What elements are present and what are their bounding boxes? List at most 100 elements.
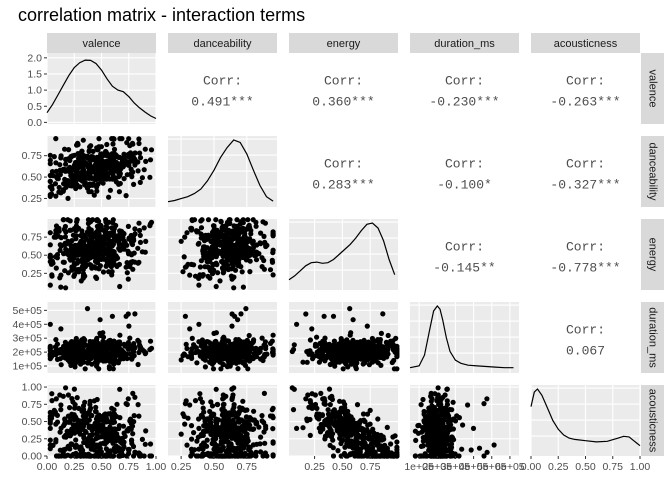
- scatter-point: [104, 439, 110, 445]
- corr-value-3-4: 0.067: [566, 344, 605, 359]
- scatter-point: [270, 229, 276, 235]
- scatter-point: [110, 239, 116, 245]
- scatter-point: [361, 444, 368, 450]
- scatter-point: [320, 396, 326, 402]
- scatter-point: [220, 392, 226, 398]
- x-tick-label: 3e+05: [441, 461, 471, 473]
- scatter-point: [47, 193, 53, 199]
- scatter-point: [258, 434, 264, 440]
- scatter-point: [62, 418, 68, 424]
- scatter-point: [73, 174, 79, 180]
- scatter-point: [194, 360, 200, 366]
- scatter-point: [88, 453, 94, 459]
- scatter-point: [114, 254, 120, 260]
- scatter-point: [65, 217, 71, 223]
- scatter-point: [212, 444, 218, 450]
- scatter-point: [78, 250, 84, 256]
- scatter-point: [369, 434, 375, 440]
- scatter-point: [56, 184, 62, 191]
- scatter-point: [79, 148, 85, 154]
- scatter-point: [113, 179, 119, 185]
- scatter-point: [69, 238, 75, 244]
- scatter-point: [223, 249, 230, 255]
- scatter-point: [73, 424, 79, 430]
- scatter-point: [104, 225, 110, 231]
- scatter-point: [86, 417, 92, 423]
- scatter-point: [412, 428, 418, 434]
- scatter-point: [230, 263, 236, 269]
- scatter-point: [250, 452, 256, 458]
- scatter-point: [189, 449, 195, 455]
- scatter-point: [204, 351, 210, 357]
- density-curve-danceability: [167, 139, 274, 203]
- corr-value-1-3: -0.100*: [437, 178, 492, 193]
- scatter-point: [448, 444, 454, 450]
- scatter-point: [49, 398, 55, 404]
- scatter-point: [65, 343, 71, 349]
- scatter-point: [94, 430, 100, 436]
- panel-2-3: [410, 219, 519, 290]
- scatter-point: [141, 167, 147, 173]
- scatter-point: [229, 396, 235, 403]
- scatter-point: [210, 244, 216, 250]
- scatter-point: [47, 242, 53, 248]
- scatter-point: [147, 338, 154, 344]
- scatter-point: [87, 338, 93, 345]
- scatter-point: [250, 354, 256, 360]
- scatter-point: [243, 243, 249, 249]
- scatter-point: [73, 437, 79, 443]
- scatter-point: [312, 392, 318, 398]
- scatter-point: [423, 453, 429, 459]
- scatter-point: [307, 350, 313, 356]
- scatter-point: [213, 419, 219, 425]
- scatter-point: [57, 247, 63, 253]
- scatter-point: [65, 350, 71, 356]
- scatter-point: [54, 356, 61, 362]
- density-curve-valence: [46, 59, 157, 120]
- scatter-point: [196, 339, 202, 345]
- scatter-point: [202, 428, 208, 434]
- scatter-point: [87, 254, 93, 260]
- scatter-point: [98, 178, 104, 184]
- scatter-point: [80, 275, 86, 281]
- scatter-point: [359, 453, 365, 459]
- scatter-point: [433, 430, 439, 436]
- chart-title: correlation matrix - interaction terms: [18, 5, 306, 25]
- scatter-point: [269, 413, 276, 419]
- scatter-point: [62, 339, 68, 345]
- scatter-point: [80, 153, 87, 159]
- scatter-point: [47, 416, 53, 422]
- scatter-point: [137, 239, 144, 245]
- scatter-point: [257, 240, 263, 246]
- scatter-point: [58, 362, 64, 368]
- scatter-point: [92, 453, 98, 459]
- scatter-point: [62, 355, 68, 361]
- scatter-point: [126, 236, 132, 242]
- scatter-point: [259, 413, 265, 419]
- scatter-point: [137, 453, 144, 459]
- scatter-point: [211, 267, 217, 273]
- scatter-point: [210, 262, 216, 268]
- scatter-point: [327, 425, 333, 431]
- scatter-point: [429, 444, 435, 450]
- scatter-point: [375, 349, 381, 355]
- scatter-point: [379, 453, 385, 459]
- scatter-point: [88, 166, 94, 172]
- scatter-point: [53, 193, 59, 199]
- scatter-point: [53, 265, 59, 271]
- scatter-point: [111, 150, 117, 157]
- scatter-point: [66, 147, 72, 153]
- scatter-point: [100, 269, 107, 275]
- scatter-point: [202, 364, 208, 370]
- scatter-point: [228, 273, 234, 279]
- scatter-point: [61, 251, 67, 257]
- scatter-point: [329, 360, 335, 366]
- scatter-point: [110, 366, 116, 372]
- row-label-duration_ms: duration_ms: [647, 307, 659, 368]
- scatter-point: [88, 413, 94, 419]
- scatter-point: [365, 435, 372, 441]
- scatter-point: [324, 432, 330, 439]
- scatter-point: [253, 223, 259, 229]
- scatter-point: [426, 439, 432, 446]
- scatter-point: [189, 225, 195, 231]
